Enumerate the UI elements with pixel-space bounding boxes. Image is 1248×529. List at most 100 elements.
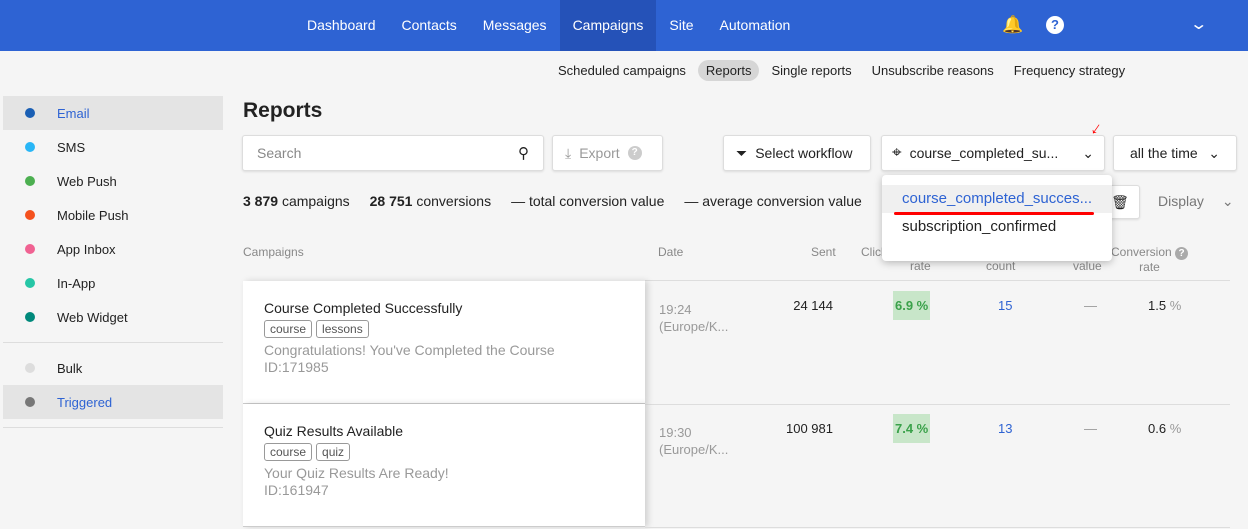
click-rate-badge: 7.4 % [893,414,931,443]
target-icon: ⌖ [892,143,902,162]
channel-dot-icon [25,108,35,118]
event-select[interactable]: ⌖ course_completed_su... ⌄ [881,135,1105,171]
sidebar-item-triggered[interactable]: Triggered [3,385,223,419]
tab-scheduled-campaigns[interactable]: Scheduled campaigns [558,63,686,78]
export-button[interactable]: ⤓ Export ? [552,135,663,171]
stats-summary: 3 879 campaigns 28 751 conversions — tot… [243,193,862,209]
help-icon: ? [1175,247,1189,260]
sidebar-item-web-push[interactable]: Web Push [3,164,223,198]
nav-campaigns[interactable]: Campaigns [559,0,657,51]
sidebar-item-bulk[interactable]: Bulk [3,351,223,385]
help-icon[interactable]: ? [1046,16,1064,34]
chevron-down-icon: ⌄ [1082,144,1094,161]
col-click-rate[interactable]: Click rate [861,245,931,273]
sidebar-item-label: In-App [57,275,96,291]
col-conversion-rate[interactable]: Conversion ? rate [1111,245,1189,274]
period-select[interactable]: all the time ⌄ [1113,135,1237,171]
col-conversion-value[interactable]: value [1073,259,1102,273]
dropdown-option-course-completed[interactable]: course_completed_succes... [882,185,1112,213]
sidebar-item-app-inbox[interactable]: App Inbox [3,232,223,266]
sidebar-item-label: Web Push [57,173,117,189]
sidebar-item-label: App Inbox [57,241,116,257]
search-input[interactable]: Search ⚲ [242,135,544,171]
col-conversion-count[interactable]: count [986,259,1016,273]
trash-icon: 🗑 [1111,193,1129,210]
sidebar: Email SMS Web Push Mobile Push App Inbox In-A… [3,96,223,436]
sub-nav: Scheduled campaigns Reports Single repor… [550,60,1133,81]
tab-unsubscribe-reasons[interactable]: Unsubscribe reasons [871,63,994,78]
conversion-count-link[interactable]: 13 [998,421,1013,436]
conversion-rate: 1.5 % [1148,298,1182,313]
tag: quiz [316,443,351,461]
event-value: course_completed_su... [909,145,1059,161]
channel-dot-icon [25,278,35,288]
chevron-down-icon: ⌄ [1208,144,1220,161]
select-workflow-label: Select workflow [755,145,853,161]
sidebar-item-label: Web Widget [57,309,128,325]
campaign-title[interactable]: Quiz Results Available [264,423,404,439]
dropdown-option-subscription-confirmed[interactable]: subscription_confirmed [902,218,1057,235]
conversions-count: 28 751 [369,193,413,209]
type-dot-icon [25,397,35,407]
divider [3,342,223,343]
conversion-count-link[interactable]: 15 [998,298,1013,313]
divider [645,404,1230,405]
tab-frequency-strategy[interactable]: Frequency strategy [1013,63,1126,78]
sidebar-item-label: SMS [57,139,86,155]
sidebar-item-sms[interactable]: SMS [3,130,223,164]
sidebar-item-email[interactable]: Email [3,96,223,130]
campaign-date: 19:30 (Europe/K... [659,425,729,457]
nav-messages[interactable]: Messages [482,17,547,33]
channel-dot-icon [25,176,35,186]
campaign-subject: Your Quiz Results Are Ready! [264,465,449,481]
conversion-value: — [1084,421,1097,436]
filter-icon: ⏷ [736,144,748,161]
campaign-card[interactable]: Course Completed Successfully course less… [243,281,645,404]
col-campaigns[interactable]: Campaigns [243,245,304,259]
select-workflow-button[interactable]: ⏷ Select workflow [723,135,871,171]
display-label: Display [1158,193,1204,209]
campaign-title[interactable]: Course Completed Successfully [264,300,463,316]
divider [645,527,1230,528]
campaign-date: 19:24 (Europe/K... [659,302,729,334]
col-conv-rate-label2: rate [1139,260,1160,274]
nav-site[interactable]: Site [669,17,694,33]
col-sent[interactable]: Sent [811,245,836,259]
channel-dot-icon [25,142,35,152]
help-icon: ? [627,146,642,160]
sent-count: 24 144 [793,298,833,313]
col-click-label: Click [861,245,887,259]
tab-single-reports[interactable]: Single reports [771,63,852,78]
campaigns-count: 3 879 [243,193,279,209]
col-date[interactable]: Date [658,245,684,259]
tab-reports[interactable]: Reports [697,60,760,81]
conversion-rate: 0.6 % [1148,421,1182,436]
click-rate-badge: 6.9 % [893,291,931,320]
conversion-value: — [1084,298,1097,313]
nav-contacts[interactable]: Contacts [401,17,457,33]
nav-dashboard[interactable]: Dashboard [307,17,376,33]
top-nav-bar: Dashboard Contacts Messages Campaigns Si… [0,0,1248,51]
campaign-card[interactable]: Quiz Results Available course quiz Your Q… [243,404,645,527]
search-icon: ⚲ [518,145,529,162]
event-dropdown-menu: course_completed_succes... subscription_… [882,175,1112,261]
sidebar-item-label: Triggered [57,394,113,410]
sidebar-item-in-app[interactable]: In-App [3,266,223,300]
campaign-id: ID:171985 [264,359,329,375]
export-label: Export [579,145,620,161]
display-button[interactable]: Display ⌄ [1158,193,1234,210]
tag: course [264,443,313,461]
bell-icon[interactable]: 🔔 [1002,15,1024,34]
nav-automation[interactable]: Automation [719,17,791,33]
page-title: Reports [243,99,323,122]
tag: course [264,320,313,338]
total-conversion-value: — total conversion value [511,193,665,209]
channel-dot-icon [25,210,35,220]
chevron-down-icon[interactable]: ⌄ [1189,16,1209,33]
campaigns-label: campaigns [281,193,350,209]
sidebar-item-mobile-push[interactable]: Mobile Push [3,198,223,232]
conversions-label: conversions [416,193,492,209]
sidebar-item-web-widget[interactable]: Web Widget [3,300,223,334]
channel-dot-icon [25,244,35,254]
sidebar-item-label: Email [57,105,90,121]
